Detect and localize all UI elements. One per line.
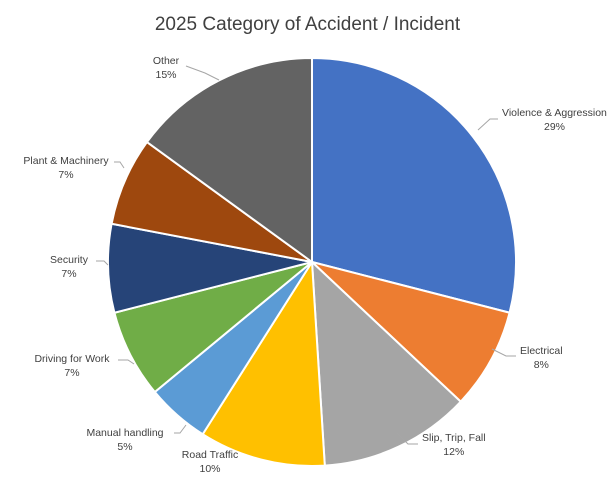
data-label-name-slip-trip-fall: Slip, Trip, Fall bbox=[422, 432, 486, 444]
pie-slice-violence-and-aggression bbox=[311, 57, 517, 314]
leader-line-other bbox=[185, 65, 220, 81]
data-label-value-slip-trip-fall: 12% bbox=[443, 446, 464, 458]
leader-line-plant-and-machinery bbox=[114, 161, 125, 169]
data-label-value-electrical: 8% bbox=[534, 359, 549, 371]
data-label-value-road-traffic: 10% bbox=[199, 463, 220, 475]
leader-line-driving-for-work bbox=[118, 359, 135, 365]
data-label-name-driving-for-work: Driving for Work bbox=[34, 353, 110, 365]
data-label-value-plant-and-machinery: 7% bbox=[58, 169, 73, 181]
leader-line-violence-and-aggression bbox=[477, 118, 498, 131]
leader-line-electrical bbox=[491, 348, 516, 357]
pie-slices bbox=[107, 57, 517, 467]
pie-slice-road-traffic bbox=[201, 261, 326, 467]
chart-title: 2025 Category of Accident / Incident bbox=[154, 14, 461, 35]
data-label-name-other: Other bbox=[153, 55, 180, 67]
pie-slice-slip-trip-fall bbox=[311, 261, 462, 467]
data-label-value-driving-for-work: 7% bbox=[64, 367, 79, 379]
data-labels: Violence & Aggression 29% Electrical 8% Slip… bbox=[23, 55, 607, 475]
data-label-name-manual-handling: Manual handling bbox=[86, 427, 163, 439]
pie-slice-other bbox=[145, 57, 313, 263]
data-label-name-road-traffic: Road Traffic bbox=[182, 449, 238, 461]
data-label-value-violence-and-aggression: 29% bbox=[544, 121, 565, 133]
data-label-name-electrical: Electrical bbox=[520, 345, 563, 357]
data-label-value-manual-handling: 5% bbox=[117, 441, 132, 453]
leader-line-slip-trip-fall bbox=[396, 432, 418, 445]
data-label-value-security: 7% bbox=[61, 268, 76, 280]
leader-line-manual-handling bbox=[174, 424, 187, 434]
data-label-name-violence-and-aggression: Violence & Aggression bbox=[502, 107, 607, 119]
pie-slice-electrical bbox=[311, 261, 511, 403]
data-label-name-security: Security bbox=[50, 254, 89, 266]
leader-line-security bbox=[96, 260, 109, 266]
data-label-value-other: 15% bbox=[155, 69, 176, 81]
data-label-name-plant-and-machinery: Plant & Machinery bbox=[23, 155, 109, 167]
